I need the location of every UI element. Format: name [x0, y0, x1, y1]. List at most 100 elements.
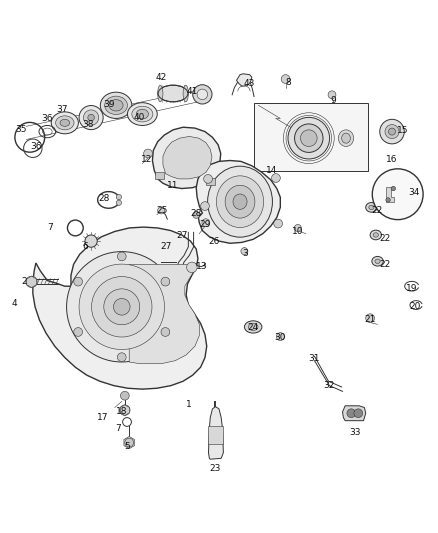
- Text: 5: 5: [124, 441, 130, 450]
- Circle shape: [116, 200, 121, 205]
- Bar: [254, 103, 368, 171]
- Polygon shape: [124, 437, 134, 449]
- Text: 31: 31: [309, 354, 320, 363]
- Ellipse shape: [79, 264, 164, 350]
- Ellipse shape: [56, 116, 74, 130]
- Circle shape: [125, 438, 134, 447]
- Polygon shape: [208, 407, 223, 459]
- Polygon shape: [237, 74, 252, 86]
- Circle shape: [389, 128, 396, 135]
- Text: 35: 35: [15, 125, 27, 134]
- Ellipse shape: [370, 230, 381, 240]
- Circle shape: [380, 119, 404, 144]
- Text: 36: 36: [42, 114, 53, 123]
- Ellipse shape: [216, 176, 264, 228]
- Text: 43: 43: [243, 79, 254, 88]
- Circle shape: [193, 85, 212, 104]
- Circle shape: [281, 75, 290, 84]
- Ellipse shape: [233, 194, 247, 209]
- Text: 22: 22: [371, 206, 382, 215]
- Circle shape: [187, 262, 197, 273]
- Ellipse shape: [88, 114, 94, 121]
- Circle shape: [202, 219, 210, 227]
- Ellipse shape: [300, 130, 317, 147]
- Ellipse shape: [294, 124, 323, 152]
- Circle shape: [272, 174, 280, 182]
- Polygon shape: [163, 136, 212, 179]
- Text: 28: 28: [99, 194, 110, 203]
- Text: 12: 12: [141, 155, 152, 164]
- Text: 13: 13: [196, 262, 207, 271]
- Polygon shape: [120, 405, 129, 415]
- Ellipse shape: [158, 85, 188, 102]
- Circle shape: [274, 219, 283, 228]
- Text: 9: 9: [330, 95, 336, 104]
- Circle shape: [366, 314, 374, 322]
- Ellipse shape: [127, 103, 157, 125]
- Text: 11: 11: [167, 181, 179, 190]
- Circle shape: [386, 198, 390, 202]
- Text: 34: 34: [408, 188, 420, 197]
- Polygon shape: [129, 264, 199, 364]
- Bar: [208, 426, 223, 444]
- Circle shape: [120, 391, 129, 400]
- Circle shape: [117, 353, 126, 361]
- Circle shape: [74, 277, 82, 286]
- Ellipse shape: [136, 109, 148, 119]
- Text: 20: 20: [410, 302, 421, 311]
- Text: 16: 16: [386, 155, 398, 164]
- Circle shape: [197, 89, 208, 100]
- Circle shape: [328, 91, 336, 99]
- Ellipse shape: [373, 233, 378, 237]
- Ellipse shape: [372, 256, 383, 266]
- Circle shape: [294, 224, 301, 231]
- Circle shape: [354, 409, 363, 418]
- Text: 38: 38: [83, 119, 94, 128]
- Text: 30: 30: [275, 333, 286, 342]
- Circle shape: [117, 252, 126, 261]
- Ellipse shape: [183, 85, 188, 102]
- Text: 10: 10: [292, 227, 304, 236]
- Ellipse shape: [105, 96, 127, 115]
- Circle shape: [158, 207, 165, 214]
- Text: 4: 4: [11, 299, 17, 308]
- Ellipse shape: [113, 298, 130, 315]
- Circle shape: [201, 201, 209, 211]
- Bar: [155, 172, 164, 179]
- Text: 32: 32: [323, 381, 334, 390]
- Text: 14: 14: [266, 166, 277, 175]
- Ellipse shape: [51, 112, 78, 134]
- Circle shape: [385, 125, 399, 139]
- Circle shape: [193, 211, 200, 219]
- Text: 24: 24: [247, 324, 259, 332]
- Ellipse shape: [369, 205, 374, 209]
- Circle shape: [204, 174, 212, 183]
- Text: 22: 22: [379, 260, 390, 269]
- Circle shape: [26, 276, 37, 287]
- Text: 33: 33: [349, 429, 360, 438]
- Circle shape: [161, 328, 170, 336]
- Circle shape: [276, 333, 284, 341]
- Text: 40: 40: [134, 113, 145, 122]
- Polygon shape: [386, 187, 394, 201]
- Text: 19: 19: [406, 284, 417, 293]
- Polygon shape: [343, 406, 366, 421]
- Text: 8: 8: [285, 78, 291, 87]
- Polygon shape: [152, 127, 221, 189]
- Ellipse shape: [338, 130, 354, 147]
- Text: 37: 37: [57, 105, 68, 114]
- Text: 36: 36: [30, 142, 42, 150]
- Text: 39: 39: [103, 100, 114, 109]
- Text: 42: 42: [155, 73, 167, 82]
- Ellipse shape: [366, 203, 377, 212]
- Ellipse shape: [288, 117, 329, 159]
- Text: 21: 21: [364, 314, 376, 324]
- Circle shape: [120, 405, 130, 415]
- Text: 18: 18: [116, 407, 127, 416]
- Ellipse shape: [60, 119, 70, 126]
- Text: 2: 2: [21, 277, 27, 286]
- Text: 25: 25: [156, 206, 168, 215]
- Text: 22: 22: [380, 233, 391, 243]
- Ellipse shape: [208, 166, 272, 237]
- Ellipse shape: [375, 259, 380, 263]
